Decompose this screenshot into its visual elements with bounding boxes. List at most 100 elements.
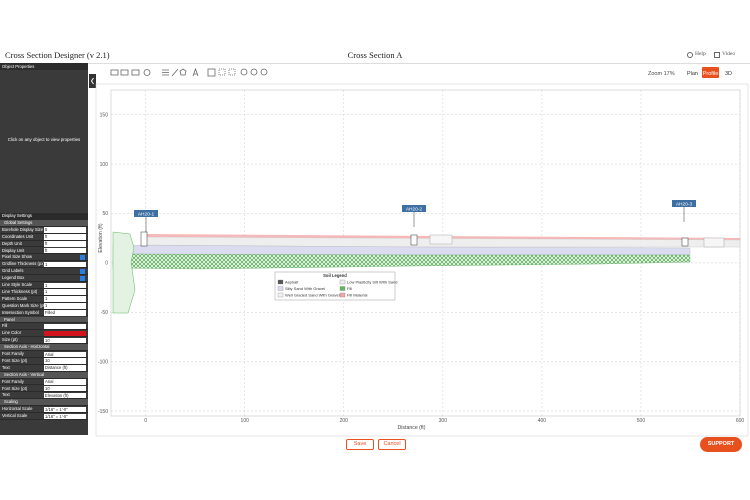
borehole-log xyxy=(410,234,418,246)
setting-value[interactable]: Elevation (ft) xyxy=(44,392,86,399)
tool-zoom-out[interactable] xyxy=(260,68,268,76)
setting-label: Horizontal Scale xyxy=(2,406,33,412)
setting-value[interactable]: Filled xyxy=(44,310,86,316)
x-tick-label: 0 xyxy=(144,418,147,424)
help-link[interactable]: Help xyxy=(695,51,706,57)
settings-row: Legend Box xyxy=(0,275,88,282)
settings-row: Gridline Thickness (px) 1 xyxy=(0,261,88,269)
settings-row: Line Style Scale 1 xyxy=(0,282,88,289)
tool-export[interactable] xyxy=(131,69,140,76)
settings-row: Pattern Scale 1 xyxy=(0,296,88,303)
view-tab-label: 3D xyxy=(725,71,732,77)
setting-value[interactable]: 10 xyxy=(44,337,86,344)
view-tab-label: Profile xyxy=(703,71,719,77)
tool-shape[interactable] xyxy=(179,68,187,76)
view-tabs: Plan Profile 3D xyxy=(684,67,737,78)
settings-row: Intersection Symbol Filled xyxy=(0,310,88,317)
setting-value[interactable]: Distance (ft) xyxy=(44,365,86,371)
setting-label: Pixel Size Show xyxy=(2,254,33,260)
legend-swatch xyxy=(277,292,284,298)
setting-value[interactable]: 5 xyxy=(44,227,86,233)
cancel-button[interactable]: Cancel xyxy=(378,439,406,450)
borehole-name: AH20-1 xyxy=(138,212,155,218)
tool-layers[interactable] xyxy=(162,69,169,76)
setting-value[interactable]: 1 xyxy=(44,282,86,288)
settings-row: Depth Unit ft xyxy=(0,241,88,248)
video-link[interactable]: Video xyxy=(722,51,736,57)
borehole-tag xyxy=(402,205,426,212)
help-icon[interactable] xyxy=(687,52,693,58)
tool-save[interactable] xyxy=(120,69,129,76)
borehole-log xyxy=(681,237,689,247)
setting-label: Coordinates Unit xyxy=(2,233,34,239)
tool-extent[interactable] xyxy=(228,68,236,76)
settings-row: Text Elevation (ft) xyxy=(0,392,88,400)
settings-group: Section Axis - Vertical xyxy=(0,371,88,379)
collapse-tab[interactable] xyxy=(89,74,96,88)
x-tick-label: 300 xyxy=(439,418,448,424)
setting-color[interactable] xyxy=(44,330,86,337)
tool-print[interactable] xyxy=(143,69,151,76)
x-tick-label: 400 xyxy=(538,418,547,424)
setting-label: Grid Labels xyxy=(2,268,24,274)
side-profile-log xyxy=(112,231,136,314)
plot-area xyxy=(110,89,741,417)
save-button[interactable]: Save xyxy=(346,439,374,450)
tool-open[interactable] xyxy=(110,69,119,76)
setting-label: Line Thickness (pt) xyxy=(2,288,38,294)
setting-value[interactable]: ft xyxy=(44,234,86,240)
x-tick-label: 100 xyxy=(241,418,250,424)
setting-checkbox[interactable] xyxy=(80,275,85,281)
view-tab[interactable] xyxy=(684,67,701,78)
borehole-tag xyxy=(134,210,158,217)
setting-color[interactable] xyxy=(44,323,86,330)
settings-group: Global Settings xyxy=(0,219,88,227)
setting-value[interactable]: ft xyxy=(44,241,86,247)
legend-swatch xyxy=(339,286,346,291)
setting-checkbox[interactable] xyxy=(80,268,85,274)
toolbar xyxy=(110,67,268,77)
legend-label: Asphalt xyxy=(285,280,299,285)
setting-value[interactable]: 1/16" = 1'-0" xyxy=(44,413,86,420)
setting-label: Line Color xyxy=(2,330,22,336)
tool-zoom-window[interactable] xyxy=(240,68,248,76)
setting-checkbox[interactable] xyxy=(80,255,85,261)
setting-value[interactable]: 1 xyxy=(44,261,86,268)
tool-line[interactable] xyxy=(171,68,179,77)
settings-row: Line Thickness (pt) 1 xyxy=(0,289,88,296)
view-tab-label: Plan xyxy=(687,71,698,77)
setting-value[interactable]: 1/16" = 1'-0" xyxy=(44,406,86,413)
tool-text[interactable] xyxy=(192,67,199,77)
video-icon[interactable] xyxy=(714,52,720,58)
x-tick-label: 200 xyxy=(340,418,349,424)
support-button[interactable]: SUPPORT xyxy=(700,437,742,452)
setting-value[interactable]: ft xyxy=(44,248,86,254)
setting-value[interactable]: 1 xyxy=(44,303,86,309)
borehole-name: AH20-2 xyxy=(406,207,423,213)
setting-value[interactable]: Arial xyxy=(44,351,86,357)
setting-value[interactable]: Arial xyxy=(44,379,86,385)
legend-swatch xyxy=(277,279,284,285)
settings-row: Display Unit ft xyxy=(0,248,88,255)
setting-value[interactable]: 1 xyxy=(44,289,86,295)
view-tab[interactable] xyxy=(702,67,719,78)
tool-fit[interactable] xyxy=(218,68,226,76)
title-bar: Cross Section Designer (v 2.1) Cross Sec… xyxy=(0,48,750,64)
tool-zoom-in[interactable] xyxy=(250,68,258,76)
soil-legend: Soil Legend Asphalt Low Plasticity Silt Wi… xyxy=(274,271,397,301)
setting-label: Intersection Symbol xyxy=(2,309,39,315)
setting-value[interactable]: 1 xyxy=(44,296,86,302)
settings-row: Horizontal Scale 1/16" = 1'-0" xyxy=(0,406,88,414)
legend-title: Soil Legend xyxy=(323,273,347,278)
settings-row: Font Size (pt) 10 xyxy=(0,358,88,365)
setting-value[interactable]: 10 xyxy=(44,358,86,364)
settings-row: Size (pt) 10 xyxy=(0,337,88,345)
y-tick-label: -150 xyxy=(98,409,108,415)
tool-grid[interactable] xyxy=(207,68,216,77)
setting-label: Borehole Display Size (ft) xyxy=(2,226,50,232)
y-tick-label: 50 xyxy=(102,211,108,217)
setting-label: Fill xyxy=(2,323,8,329)
setting-value[interactable]: 10 xyxy=(44,386,86,392)
view-tab[interactable] xyxy=(720,67,737,78)
settings-group: Section Axis - Horizontal xyxy=(0,344,88,351)
